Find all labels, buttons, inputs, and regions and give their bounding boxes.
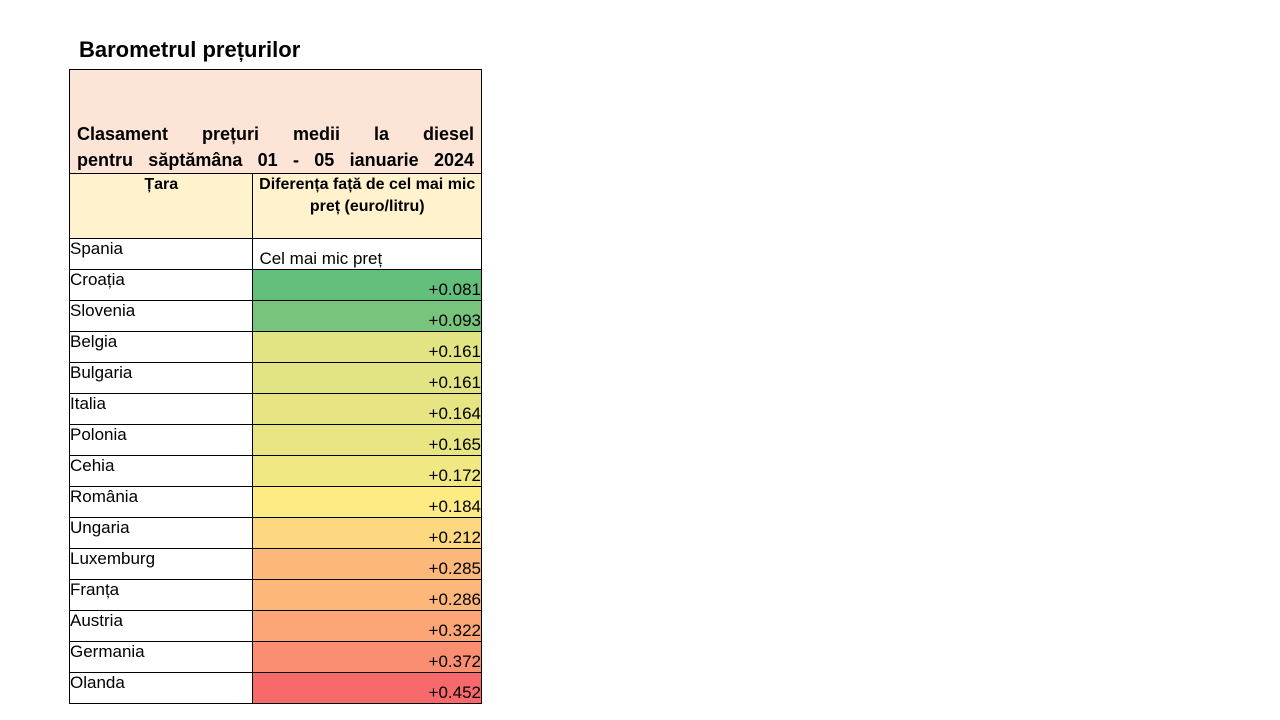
table-row: Olanda +0.452 (68, 672, 482, 704)
price-difference-cell: +0.081 (252, 269, 482, 301)
price-difference-cell: +0.285 (252, 548, 482, 580)
country-cell: Belgia (68, 331, 254, 363)
table-row: Italia +0.164 (68, 393, 482, 425)
country-cell: Polonia (68, 424, 254, 456)
country-cell: Croația (68, 269, 254, 301)
table-row: Austria +0.322 (68, 610, 482, 642)
price-difference-cell: +0.161 (252, 362, 482, 394)
page-title: Barometrul prețurilor (79, 37, 301, 62)
price-difference-cell: +0.093 (252, 300, 482, 332)
country-cell: Bulgaria (68, 362, 254, 394)
table-row: Slovenia +0.093 (68, 300, 482, 332)
table-row: Spania Cel mai mic preț (68, 238, 482, 270)
column-header-difference: Diferența față de cel mai mic preț (euro… (252, 173, 482, 239)
table-row: Croația +0.081 (68, 269, 482, 301)
country-cell: Cehia (68, 455, 254, 487)
country-cell: Austria (68, 610, 254, 642)
price-difference-cell: +0.212 (252, 517, 482, 549)
price-difference-cell: Cel mai mic preț (252, 238, 482, 270)
table-row: Polonia +0.165 (68, 424, 482, 456)
price-difference-cell: +0.161 (252, 331, 482, 363)
table-header-line-1: Clasament prețuri medii la diesel (77, 124, 474, 144)
table-row: Franța +0.286 (68, 579, 482, 611)
price-difference-cell: +0.372 (252, 641, 482, 673)
country-cell: Ungaria (68, 517, 254, 549)
table-row: Luxemburg +0.285 (68, 548, 482, 580)
table-header: Clasament prețuri medii la diesel pentru… (69, 69, 482, 174)
table-row: Bulgaria +0.161 (68, 362, 482, 394)
table-row: România +0.184 (68, 486, 482, 518)
table-row: Ungaria +0.212 (68, 517, 482, 549)
price-difference-cell: +0.165 (252, 424, 482, 456)
table-row: Germania +0.372 (68, 641, 482, 673)
country-cell: Olanda (68, 672, 254, 704)
price-difference-cell: +0.286 (252, 579, 482, 611)
price-difference-cell: +0.164 (252, 393, 482, 425)
price-ranking-table: Clasament prețuri medii la diesel pentru… (68, 69, 482, 704)
country-cell: Italia (68, 393, 254, 425)
country-cell: Franța (68, 579, 254, 611)
country-cell: Spania (68, 238, 254, 270)
column-header-country: Țara (68, 173, 254, 239)
table-row: Cehia +0.172 (68, 455, 482, 487)
country-cell: Germania (68, 641, 254, 673)
table-header-line-2: pentru săptămâna 01 - 05 ianuarie 2024 (77, 150, 474, 170)
price-difference-cell: +0.172 (252, 455, 482, 487)
table-row: Belgia +0.161 (68, 331, 482, 363)
country-cell: România (68, 486, 254, 518)
price-difference-cell: +0.184 (252, 486, 482, 518)
price-difference-cell: +0.322 (252, 610, 482, 642)
price-difference-cell: +0.452 (252, 672, 482, 704)
country-cell: Slovenia (68, 300, 254, 332)
country-cell: Luxemburg (68, 548, 254, 580)
